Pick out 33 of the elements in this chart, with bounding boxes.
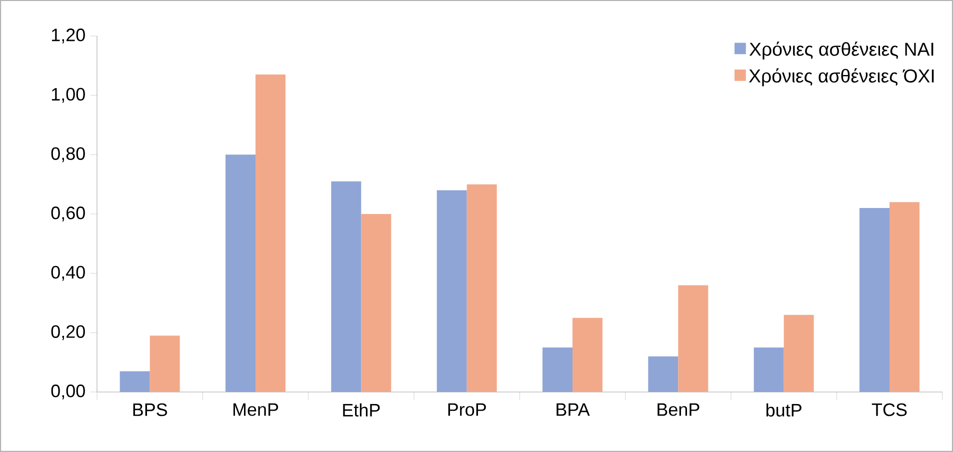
y-tick-label: 0,20	[51, 325, 85, 340]
bar	[256, 74, 286, 392]
bar	[784, 314, 814, 392]
bar	[648, 356, 678, 392]
legend-label: Χρόνιες ασθένειες ΌΧΙ	[748, 68, 934, 86]
y-tick-label: 0,60	[51, 206, 85, 222]
x-tick-label: butP	[766, 403, 802, 417]
x-tick-label: BPS	[133, 403, 168, 416]
bar	[542, 347, 572, 392]
x-tick-label: BPA	[556, 403, 590, 416]
y-tick-label: 0,00	[51, 384, 85, 400]
y-tick-label: 0,40	[51, 266, 85, 281]
x-tick-label: ProP	[448, 403, 486, 416]
bar	[754, 347, 784, 392]
bar	[150, 336, 180, 392]
y-tick-label: 0,80	[51, 147, 85, 162]
x-tick-label: EthP	[343, 403, 380, 417]
bar	[889, 202, 920, 392]
bar	[361, 214, 392, 392]
bar	[226, 154, 256, 392]
bar	[120, 371, 150, 392]
bar	[678, 285, 708, 392]
legend-label: Χρόνιες ασθένειες ΝΑΙ	[749, 42, 934, 60]
x-tick-label: MenP	[233, 403, 278, 416]
x-tick-label: TCS	[872, 403, 907, 416]
bar	[436, 190, 467, 392]
y-tick-label: 1,00	[52, 88, 85, 103]
bar	[331, 181, 362, 392]
x-tick-label: BenP	[658, 403, 700, 416]
y-tick-label: 1,20	[52, 28, 85, 44]
bar	[859, 208, 890, 392]
bar	[466, 184, 497, 392]
bar	[572, 318, 603, 392]
